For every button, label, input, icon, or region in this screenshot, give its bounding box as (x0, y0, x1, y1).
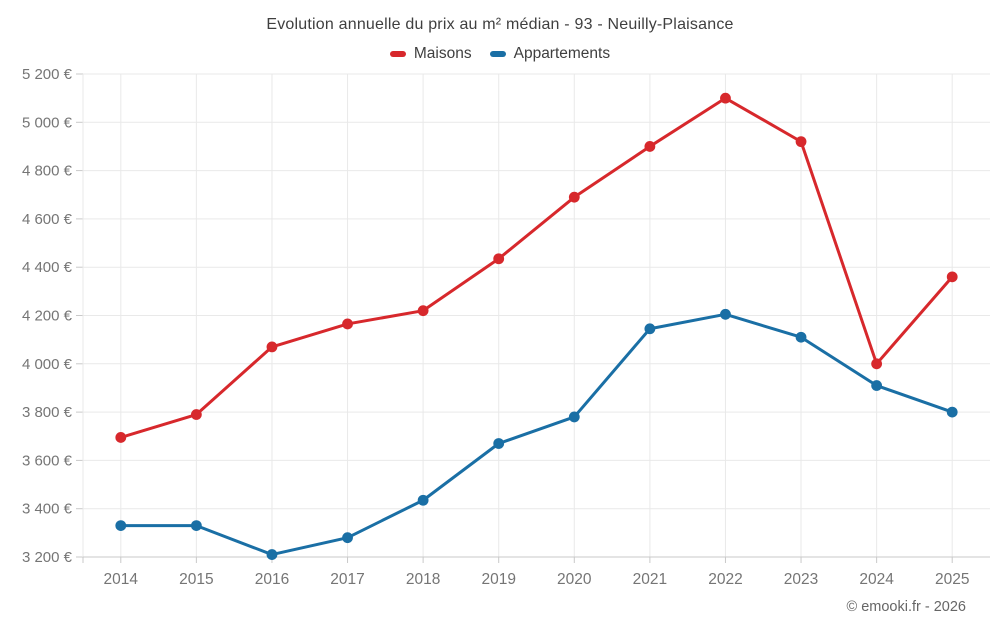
data-point-maisons-2015[interactable] (190, 409, 202, 420)
y-tick-label: 3 600 € (22, 452, 73, 469)
data-point-maisons-2021[interactable] (644, 141, 656, 152)
x-tick-label: 2014 (104, 571, 139, 588)
x-tick-label: 2016 (255, 571, 289, 588)
attribution-text: © emooki.fr - 2026 (846, 599, 966, 615)
x-tick-label: 2022 (708, 571, 742, 588)
data-point-appartements-2018[interactable] (417, 494, 429, 506)
x-tick-label: 2025 (935, 571, 969, 588)
data-point-appartements-2024[interactable] (871, 380, 883, 391)
x-tick-label: 2015 (179, 571, 213, 588)
data-point-maisons-2016[interactable] (266, 341, 278, 353)
data-point-maisons-2020[interactable] (568, 191, 580, 203)
data-point-appartements-2019[interactable] (493, 438, 505, 449)
x-tick-label: 2024 (859, 571, 894, 588)
legend-label-appartements: Appartements (513, 45, 611, 62)
data-point-appartements-2022[interactable] (720, 308, 731, 320)
y-tick-label: 5 200 € (22, 66, 73, 83)
data-point-maisons-2017[interactable] (342, 318, 353, 330)
data-point-appartements-2021[interactable] (644, 323, 656, 335)
y-tick-label: 4 200 € (22, 308, 73, 325)
y-tick-label: 3 800 € (22, 404, 73, 421)
series-maisons (115, 92, 958, 443)
data-point-maisons-2018[interactable] (417, 305, 429, 317)
legend-item-appartements[interactable]: Appartements (489, 45, 611, 63)
maisons-swatch-icon (389, 51, 406, 57)
y-tick-label: 4 000 € (22, 356, 73, 373)
x-tick-label: 2017 (330, 571, 364, 588)
data-point-maisons-2024[interactable] (871, 358, 883, 370)
y-tick-label: 4 600 € (22, 211, 73, 228)
data-point-maisons-2019[interactable] (493, 253, 505, 265)
y-tick-label: 4 800 € (22, 163, 73, 180)
y-tick-label: 4 400 € (22, 259, 73, 276)
chart-legend: Maisons Appartements (0, 45, 1000, 63)
data-point-appartements-2020[interactable] (568, 411, 580, 423)
data-point-appartements-2015[interactable] (190, 520, 202, 532)
legend-item-maisons[interactable]: Maisons (389, 45, 472, 63)
x-tick-label: 2021 (633, 571, 667, 588)
y-tick-label: 3 200 € (22, 549, 73, 566)
data-point-maisons-2023[interactable] (795, 136, 807, 148)
x-tick-label: 2018 (406, 571, 440, 588)
x-tick-label: 2023 (784, 571, 818, 588)
data-point-appartements-2025[interactable] (946, 406, 958, 418)
appartements-line (119, 312, 954, 557)
data-point-maisons-2014[interactable] (115, 432, 127, 443)
data-point-appartements-2016[interactable] (266, 549, 278, 560)
chart-title: Evolution annuelle du prix au m² médian … (266, 16, 734, 33)
data-point-appartements-2023[interactable] (795, 331, 807, 343)
x-tick-label: 2020 (557, 571, 592, 588)
series-appartements (115, 308, 958, 560)
gridlines: 3 200 € 3 400 € 3 600 € 3 800 € 4 000 € 4 200… (22, 66, 990, 588)
appartements-swatch-icon (489, 51, 506, 57)
legend-label-maisons: Maisons (413, 45, 472, 62)
data-point-maisons-2022[interactable] (720, 92, 731, 104)
y-tick-label: 5 000 € (22, 114, 73, 131)
data-point-maisons-2025[interactable] (946, 271, 958, 283)
y-tick-label: 3 400 € (22, 501, 73, 518)
x-tick-label: 2019 (481, 571, 515, 588)
maisons-line (119, 96, 954, 439)
data-point-appartements-2014[interactable] (115, 520, 127, 532)
data-point-appartements-2017[interactable] (342, 532, 353, 544)
